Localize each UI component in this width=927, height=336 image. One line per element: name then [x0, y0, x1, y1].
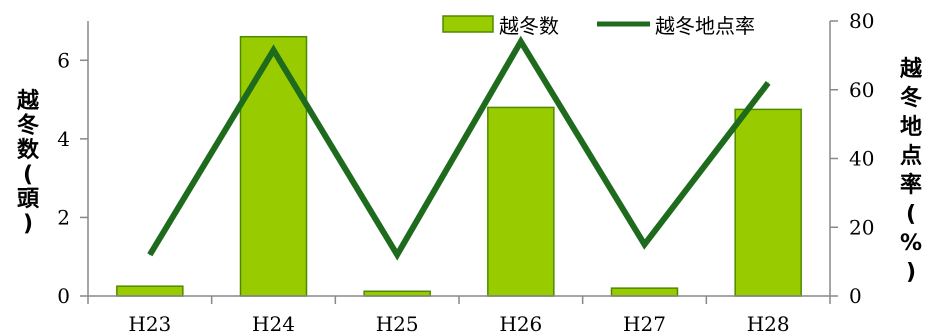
bar-h28: [734, 108, 802, 297]
line-point-h27: [644, 243, 645, 245]
line-series: [147, 35, 771, 261]
line-point-h24: [273, 49, 274, 51]
line-point-h25: [396, 254, 398, 256]
x-tick-label: H26: [499, 312, 542, 336]
y-left-title: 越冬数(頭): [16, 89, 40, 237]
line-point-h23: [149, 254, 151, 256]
bar-h24: [239, 35, 308, 297]
y-right-tick-label: 80: [849, 9, 874, 33]
x-tick-label: H28: [747, 312, 790, 336]
y-left-tick-label: 0: [57, 284, 70, 308]
line-layer: [147, 35, 771, 261]
line-point-h28: [767, 82, 769, 84]
x-tick-label: H24: [252, 312, 295, 336]
y-left-tick-label: 4: [57, 127, 70, 151]
bar-h27: [610, 287, 679, 297]
x-tick-label: H27: [623, 312, 666, 336]
y-right-tick-label: 20: [849, 215, 874, 239]
bar-h26: [487, 106, 555, 297]
bar-h23: [116, 285, 184, 297]
legend-label-bar: 越冬数: [499, 14, 559, 38]
legend: 越冬数 越冬地点率: [442, 14, 755, 38]
y-right-tick-label: 40: [849, 147, 874, 171]
legend-label-line: 越冬地点率: [655, 14, 755, 38]
axes-layer: [87, 21, 831, 297]
x-tick-label: H25: [376, 312, 419, 336]
y-left-title-text: 越冬数(頭): [16, 89, 40, 237]
y-left-tick-label: 2: [57, 205, 70, 229]
y-left-tick-label: 6: [57, 48, 70, 72]
y-right-tick-label: 0: [849, 284, 862, 308]
y-right-title: 越冬地点率(%): [899, 57, 923, 285]
y-right-tick-label: 60: [849, 78, 874, 102]
line-point-h26: [520, 41, 522, 43]
x-tick-label: H23: [128, 312, 171, 336]
y-right-title-text: 越冬地点率(%): [899, 57, 923, 285]
legend-bar-swatch: [442, 15, 494, 33]
bars-layer: [116, 35, 802, 297]
